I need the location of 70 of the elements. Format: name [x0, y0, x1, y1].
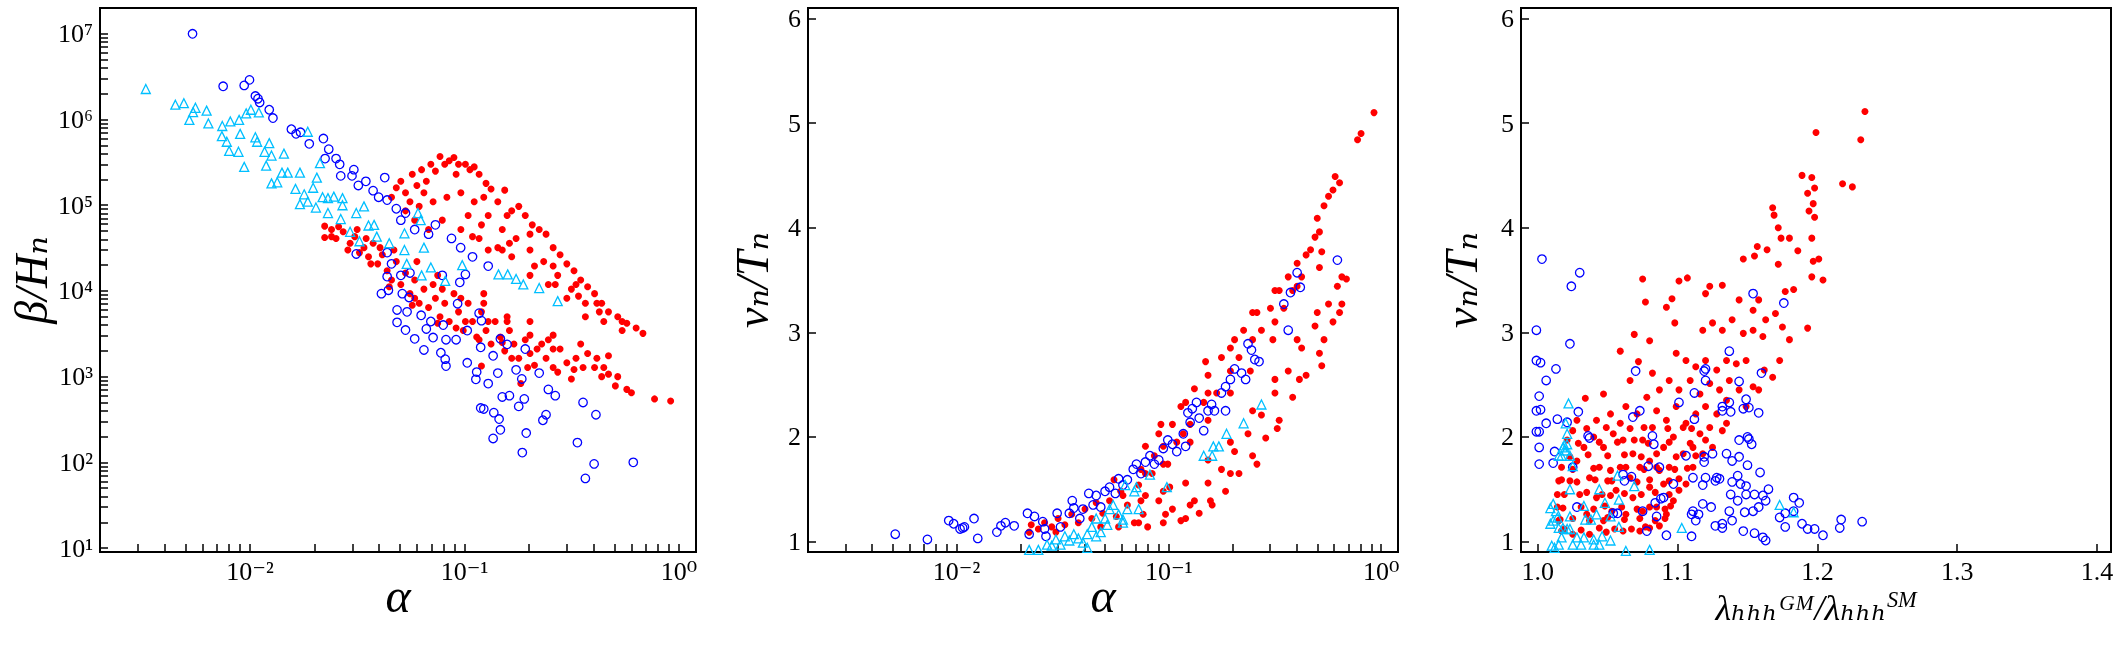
point	[1774, 499, 1785, 511]
x-tick-label: 1.3	[1940, 556, 1974, 586]
point	[1575, 539, 1587, 550]
y-tick-label: 10¹	[59, 533, 93, 563]
x-axis-title: α	[1090, 569, 1116, 622]
point	[1563, 398, 1574, 409]
point	[1564, 511, 1576, 522]
y-tick-label: 4	[788, 213, 801, 243]
x-tick-label: 1.0	[1521, 556, 1555, 586]
point	[1564, 484, 1576, 495]
y-tick-label: 1	[1501, 527, 1514, 557]
y-tick-label: 6	[788, 3, 801, 33]
point	[1676, 522, 1687, 534]
y-tick-label: 2	[788, 422, 801, 452]
point	[1605, 535, 1616, 546]
point	[1613, 494, 1625, 505]
point	[1629, 480, 1640, 492]
x-axis-title: λₕₕₕᴳᴹ/λₕₕₕ$^{SM}$	[1715, 587, 1917, 628]
y-tick-label: 5	[788, 108, 801, 138]
x-tick-label: 1.1	[1661, 556, 1694, 586]
point	[1588, 534, 1599, 545]
point	[1613, 521, 1625, 533]
point	[1571, 532, 1583, 543]
point	[1580, 514, 1591, 525]
point	[1585, 514, 1597, 525]
x-tick-label: 10⁻²	[932, 556, 981, 586]
point	[1596, 531, 1608, 542]
x-tick-label: 10⁻²	[226, 556, 274, 586]
y-tick-label: 3	[1501, 317, 1514, 347]
point	[1594, 539, 1605, 550]
point	[1553, 539, 1564, 550]
y-tick-label: 4	[1501, 213, 1514, 243]
y-tick-label: 10⁴	[57, 276, 93, 306]
x-tick-label: 1.4	[2080, 556, 2114, 586]
x-tick-label: 10⁻¹	[1145, 556, 1193, 586]
point	[1561, 428, 1573, 439]
y-tick-label: 10⁵	[57, 190, 93, 220]
point	[1545, 502, 1556, 514]
y-tick-label: 3	[788, 317, 801, 347]
x-axis-title: α	[385, 569, 411, 622]
y-tick-label: 10³	[59, 362, 94, 392]
x-tick-label: 10⁻¹	[440, 556, 489, 586]
x-tick-label: 10⁰	[1362, 556, 1400, 586]
point	[1553, 522, 1564, 534]
point	[1548, 498, 1559, 510]
y-tick-label: 10⁶	[57, 105, 93, 135]
point	[1550, 506, 1562, 517]
point	[1552, 512, 1563, 523]
point	[1591, 509, 1602, 520]
point	[1567, 539, 1578, 550]
y-tick-label: 5	[1501, 108, 1514, 138]
point	[1588, 539, 1599, 550]
y-tick-label: 10⁷	[57, 19, 93, 49]
y-tick-label: 6	[1501, 3, 1514, 33]
y-axis-title: vₙ/Tₙ	[727, 231, 779, 329]
point	[1599, 497, 1611, 508]
point	[1556, 532, 1567, 543]
y-axis-title: vₙ/Tₙ	[1436, 231, 1488, 329]
point	[1578, 532, 1590, 543]
y-tick-label: 2	[1501, 422, 1514, 452]
x-tick-label: 10⁰	[660, 556, 698, 586]
point	[1644, 544, 1655, 556]
point	[1612, 470, 1623, 481]
point	[1620, 545, 1632, 557]
x-tick-label: 1.2	[1801, 556, 1834, 586]
y-tick-label: 10²	[59, 447, 94, 477]
y-axis-title: β/Hₙ	[5, 236, 57, 324]
point	[1594, 484, 1605, 495]
point	[1578, 500, 1590, 512]
y-tick-label: 1	[788, 527, 801, 557]
